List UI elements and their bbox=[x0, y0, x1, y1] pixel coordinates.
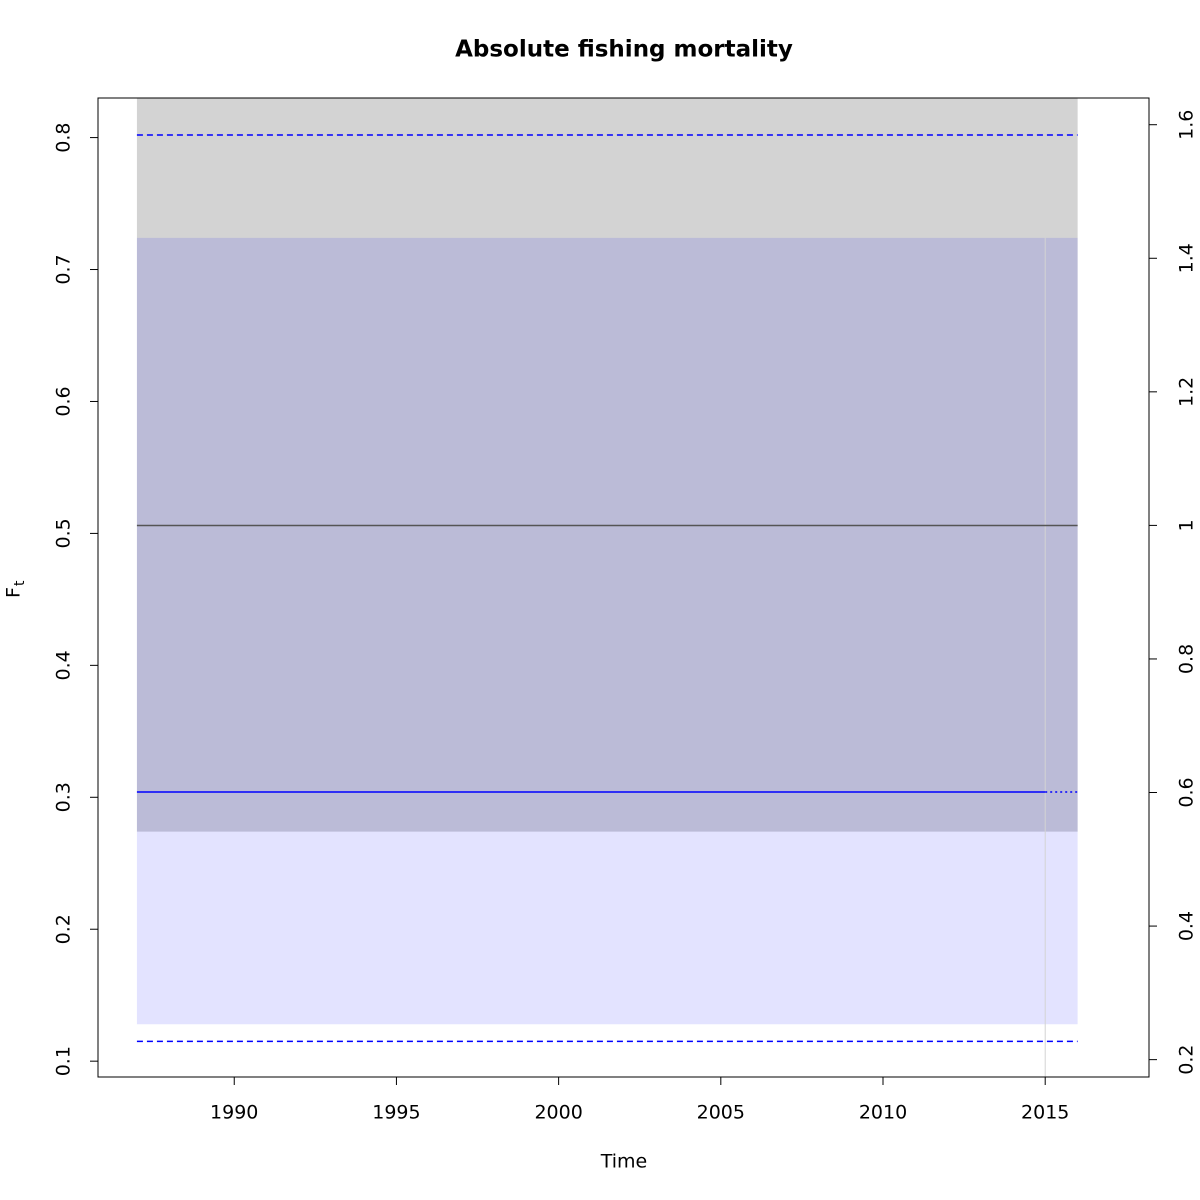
y-axis-label: F t bbox=[3, 580, 29, 598]
y-tick-label: 0.1 bbox=[53, 1046, 75, 1076]
x-tick-label: 1990 bbox=[210, 1102, 258, 1124]
y2-tick-label: 0.2 bbox=[1176, 1045, 1198, 1075]
x-axis-label: Time bbox=[600, 1151, 648, 1173]
confidence-band bbox=[136, 237, 1078, 1025]
y-axis-label-subscript: t bbox=[12, 580, 28, 586]
confidence-band bbox=[136, 98, 1078, 832]
y2-tick-label: 1.4 bbox=[1176, 243, 1198, 273]
y-tick-label: 0.3 bbox=[53, 782, 75, 812]
plot-area bbox=[136, 98, 1078, 1077]
x-tick-label: 2005 bbox=[697, 1102, 745, 1124]
x-tick-label: 2015 bbox=[1021, 1102, 1069, 1124]
y2-tick-label: 1.6 bbox=[1176, 110, 1198, 140]
x-tick-label: 2000 bbox=[534, 1102, 582, 1124]
y2-tick-label: 0.4 bbox=[1176, 911, 1198, 941]
y-tick-label: 0.4 bbox=[53, 650, 75, 680]
y-axis-label-main: F bbox=[3, 587, 25, 598]
y2-tick-label: 0.8 bbox=[1176, 644, 1198, 674]
x-tick-label: 1995 bbox=[372, 1102, 420, 1124]
y2-tick-label: 1.2 bbox=[1176, 377, 1198, 407]
chart-title: Absolute fishing mortality bbox=[455, 37, 793, 63]
y-tick-label: 0.7 bbox=[53, 254, 75, 284]
y-tick-label: 0.6 bbox=[53, 386, 75, 416]
y2-tick-label: 1 bbox=[1176, 519, 1198, 531]
y-tick-label: 0.2 bbox=[53, 914, 75, 944]
x-tick-label: 2010 bbox=[859, 1102, 907, 1124]
y-tick-label: 0.8 bbox=[53, 122, 75, 152]
y-tick-label: 0.5 bbox=[53, 518, 75, 548]
y2-tick-label: 0.6 bbox=[1176, 777, 1198, 807]
